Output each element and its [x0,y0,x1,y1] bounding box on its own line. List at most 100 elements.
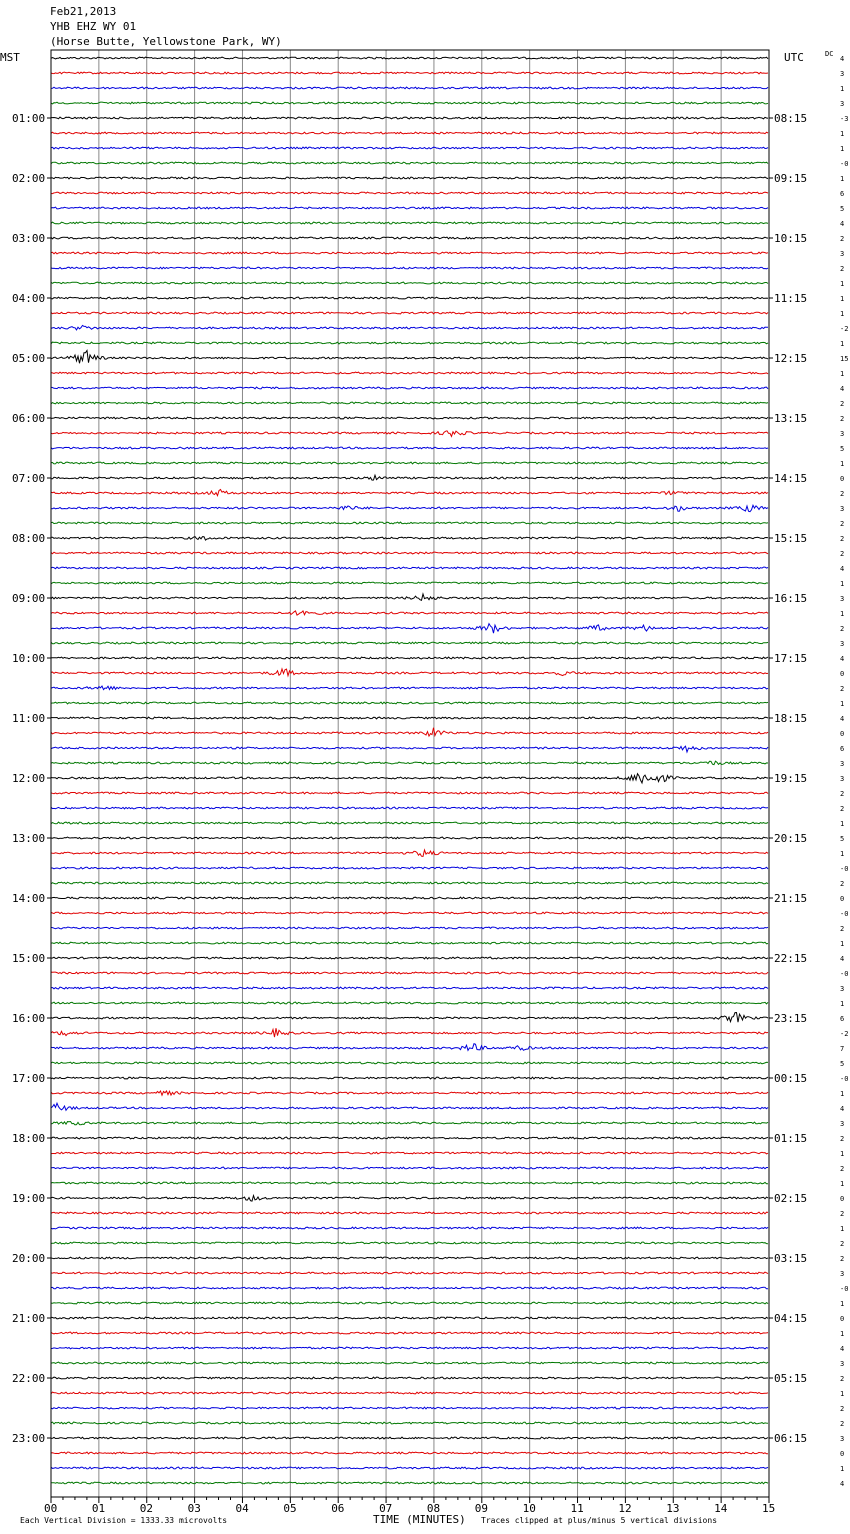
dc-offset-label: 3 [840,595,844,603]
dc-offset-label: 3 [840,985,844,993]
dc-offset-label: 1 [840,1090,844,1098]
trace-line-91 [50,1421,769,1425]
dc-offset-label: 3 [840,70,844,78]
utc-hour-label: 12:15 [774,352,807,365]
utc-hour-label: 01:15 [774,1132,807,1145]
trace-line-33 [50,551,769,555]
trace-line-2 [50,86,769,90]
dc-offset-label: 4 [840,655,844,663]
dc-offset-label: 1 [840,1390,844,1398]
mst-hour-label: 15:00 [12,952,45,965]
x-tick-label: 00 [44,1502,57,1515]
utc-hour-label: 00:15 [774,1072,807,1085]
utc-axis-label: UTC [784,51,804,64]
trace-line-72 [50,1136,769,1141]
dc-offset-label: 15 [840,355,848,363]
trace-line-36 [50,592,769,601]
dc-offset-label: 1 [840,175,844,183]
dc-offset-label: 1 [840,700,844,708]
x-axis-title: TIME (MINUTES) [373,1513,466,1526]
trace-line-45 [50,727,769,738]
dc-offset-label: -2 [840,325,848,333]
utc-hour-label: 11:15 [774,292,807,305]
trace-line-90 [50,1406,769,1410]
dc-offset-label: 1 [840,1300,844,1308]
utc-hour-label: 08:15 [774,112,807,125]
dc-offset-label: 2 [840,805,844,813]
utc-hour-label: 18:15 [774,712,807,725]
dc-offset-label: 2 [840,400,844,408]
trace-line-88 [50,1376,768,1380]
trace-line-18 [50,324,768,331]
dc-offset-label: 0 [840,730,844,738]
mst-hour-label: 10:00 [12,652,45,665]
dc-offset-label: 1 [840,1180,844,1188]
trace-line-20 [50,349,769,364]
trace-line-31 [50,521,769,525]
dc-offset-label: 1 [840,280,844,288]
dc-offset-label: 5 [840,835,844,843]
dc-offset-label: 1 [840,1000,844,1008]
utc-hour-label: 02:15 [774,1192,807,1205]
dc-offset-label: 2 [840,625,844,633]
trace-line-21 [50,371,769,375]
dc-offset-label: 2 [840,925,844,933]
dc-offset-label: 3 [840,775,844,783]
trace-line-70 [50,1101,769,1112]
trace-line-47 [50,760,769,766]
x-tick-label: 07 [379,1502,392,1515]
dc-offset-label: 1 [840,1330,844,1338]
dc-offset-label: 2 [840,1210,844,1218]
trace-line-78 [50,1226,769,1230]
mst-hour-label: 19:00 [12,1192,45,1205]
trace-line-28 [50,473,769,481]
mst-hour-label: 01:00 [12,112,45,125]
dc-offset-label: 1 [840,85,844,93]
trace-line-40 [50,656,769,660]
trace-line-58 [50,926,769,930]
trace-line-55 [50,881,769,885]
trace-line-25 [50,430,769,438]
dc-offset-label: 2 [840,535,844,543]
mst-hour-label: 12:00 [12,772,45,785]
trace-line-23 [50,401,769,405]
dc-offset-label: 2 [840,235,844,243]
trace-line-89 [50,1391,769,1396]
utc-hour-label: 09:15 [774,172,807,185]
trace-line-81 [50,1271,769,1275]
trace-line-8 [50,176,769,180]
dc-offset-label: 3 [840,1270,844,1278]
trace-line-82 [50,1286,768,1290]
trace-line-44 [50,716,769,720]
trace-line-1 [50,71,769,75]
utc-hour-label: 05:15 [774,1372,807,1385]
x-tick-label: 08 [427,1502,440,1515]
x-tick-label: 10 [523,1502,536,1515]
dc-offset-label: 2 [840,1255,844,1263]
station-location: (Horse Butte, Yellowstone Park, WY) [50,35,282,48]
x-tick-label: 04 [235,1502,249,1515]
x-tick-label: 03 [188,1502,201,1515]
dc-offset-label: 0 [840,670,844,678]
dc-offset-label: 2 [840,550,844,558]
dc-offset-label: 2 [840,1420,844,1428]
trace-line-24 [50,416,769,420]
trace-line-16 [50,296,769,300]
dc-offset-label: 3 [840,760,844,768]
mst-hour-label: 02:00 [12,172,45,185]
division-note: Each Vertical Division = 1333.33 microvo… [20,1516,228,1525]
x-tick-label: 14 [714,1502,728,1515]
trace-line-84 [50,1316,769,1320]
dc-offset-label: -0 [840,1075,848,1083]
trace-line-54 [51,866,769,870]
trace-line-0 [50,56,769,60]
trace-line-57 [50,911,769,915]
dc-offset-label: 1 [840,130,844,138]
mst-hour-label: 14:00 [12,892,45,905]
trace-line-59 [50,941,769,945]
trace-line-85 [50,1331,769,1335]
trace-line-68 [50,1076,769,1080]
clip-note: Traces clipped at plus/minus 5 vertical … [481,1516,718,1525]
utc-hour-label: 06:15 [774,1432,807,1445]
